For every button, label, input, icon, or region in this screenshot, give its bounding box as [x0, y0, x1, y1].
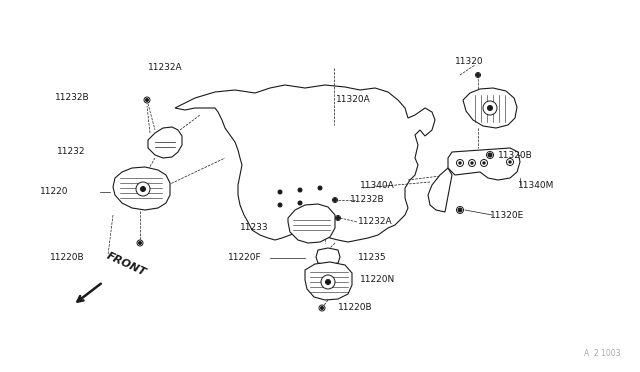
Text: 11220: 11220	[40, 187, 68, 196]
Polygon shape	[316, 248, 340, 265]
Circle shape	[298, 188, 302, 192]
Text: 11320: 11320	[455, 58, 484, 67]
Polygon shape	[175, 85, 435, 242]
Circle shape	[337, 217, 339, 219]
Circle shape	[144, 97, 150, 103]
Text: 11220B: 11220B	[338, 302, 372, 311]
Circle shape	[456, 160, 463, 167]
Circle shape	[488, 153, 492, 157]
Circle shape	[321, 275, 335, 289]
Circle shape	[145, 99, 148, 102]
Circle shape	[321, 307, 323, 310]
Text: 11220N: 11220N	[360, 276, 396, 285]
Circle shape	[483, 162, 485, 164]
Circle shape	[326, 279, 330, 285]
Text: 11340A: 11340A	[360, 180, 395, 189]
Text: FRONT: FRONT	[105, 251, 148, 278]
Polygon shape	[148, 127, 182, 158]
Text: 11232B: 11232B	[350, 196, 385, 205]
Polygon shape	[113, 167, 170, 210]
Circle shape	[483, 101, 497, 115]
Text: 11220F: 11220F	[228, 253, 262, 263]
Circle shape	[335, 215, 340, 221]
Text: 11320A: 11320A	[336, 96, 371, 105]
Text: 11220B: 11220B	[50, 253, 84, 263]
Circle shape	[298, 201, 302, 205]
Text: 11340M: 11340M	[518, 180, 554, 189]
Text: 11232: 11232	[57, 148, 86, 157]
Circle shape	[481, 160, 488, 167]
Circle shape	[488, 106, 493, 110]
Text: A  2 1003: A 2 1003	[584, 349, 620, 358]
Circle shape	[506, 158, 513, 166]
Circle shape	[136, 182, 150, 196]
Circle shape	[471, 162, 473, 164]
Circle shape	[468, 160, 476, 167]
Polygon shape	[463, 88, 517, 128]
Polygon shape	[305, 262, 352, 300]
Circle shape	[137, 240, 143, 246]
Text: 11320B: 11320B	[498, 151, 532, 160]
Text: 11233: 11233	[240, 224, 269, 232]
Circle shape	[318, 186, 322, 190]
Circle shape	[456, 206, 463, 214]
Circle shape	[141, 186, 145, 192]
Circle shape	[333, 199, 337, 202]
Circle shape	[459, 162, 461, 164]
Circle shape	[278, 203, 282, 207]
Polygon shape	[288, 204, 335, 243]
Circle shape	[319, 305, 325, 311]
Text: 11232A: 11232A	[358, 218, 392, 227]
Circle shape	[138, 241, 141, 244]
Text: 11232A: 11232A	[148, 64, 182, 73]
Circle shape	[477, 74, 479, 77]
Text: 11232B: 11232B	[55, 93, 90, 102]
Circle shape	[486, 151, 493, 158]
Circle shape	[509, 161, 511, 163]
Circle shape	[476, 73, 481, 77]
Polygon shape	[448, 148, 520, 180]
Circle shape	[458, 208, 462, 212]
Polygon shape	[428, 168, 452, 212]
Text: 11320E: 11320E	[490, 211, 524, 219]
Text: 11235: 11235	[358, 253, 387, 263]
Circle shape	[278, 190, 282, 194]
Circle shape	[333, 198, 337, 202]
